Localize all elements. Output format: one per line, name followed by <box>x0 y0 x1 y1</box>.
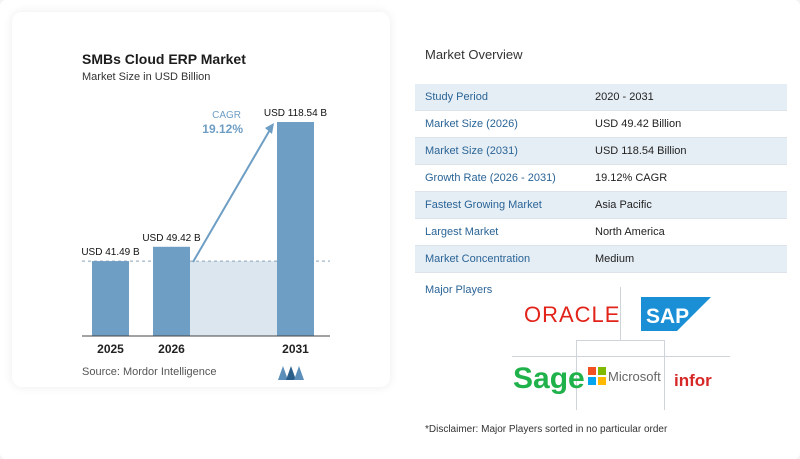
data-label: USD 49.42 B <box>142 233 201 244</box>
data-label: USD 41.49 B <box>81 247 140 258</box>
overview-table: Study Period 2020 - 2031 Market Size (20… <box>415 84 787 273</box>
overview-value: Asia Pacific <box>595 199 652 211</box>
sap-logo-text: SAP <box>646 305 689 328</box>
overview-title: Market Overview <box>425 47 523 62</box>
microsoft-logo-icon <box>588 367 606 385</box>
overview-row: Market Size (2031) USD 118.54 Billion <box>415 138 787 165</box>
data-label: USD 118.54 B <box>264 108 328 119</box>
overview-row: Market Concentration Medium <box>415 246 787 273</box>
overview-value: USD 49.42 Billion <box>595 118 682 130</box>
overview-label: Fastest Growing Market <box>425 199 542 211</box>
source-note: Source: Mordor Intelligence <box>82 366 217 378</box>
overview-label: Market Size (2026) <box>425 118 518 130</box>
x-tick-label: 2026 <box>158 342 185 356</box>
mordor-logo-icon <box>278 366 304 380</box>
cagr-arrow <box>192 127 272 263</box>
overview-row: Growth Rate (2026 - 2031) 19.12% CAGR <box>415 165 787 192</box>
microsoft-logo: Microsoft <box>608 369 661 384</box>
bar <box>277 122 314 336</box>
divider <box>620 287 621 340</box>
disclaimer: *Disclaimer: Major Players sorted in no … <box>425 424 668 435</box>
sap-logo: SAP <box>641 297 711 331</box>
cagr-arrowhead <box>265 123 274 134</box>
overview-label: Study Period <box>425 91 488 103</box>
divider <box>512 356 730 357</box>
x-tick-label: 2031 <box>282 342 309 356</box>
divider <box>576 340 577 410</box>
chart-title: SMBs Cloud ERP Market <box>82 51 246 67</box>
infor-logo: infor <box>674 371 712 390</box>
overview-row: Largest Market North America <box>415 219 787 246</box>
overview-label: Market Size (2031) <box>425 145 518 157</box>
chart-subtitle: Market Size in USD Billion <box>82 71 211 83</box>
overview-value: 19.12% CAGR <box>595 172 668 184</box>
x-tick-label: 2025 <box>97 342 124 356</box>
overview-row: Market Size (2026) USD 49.42 Billion <box>415 111 787 138</box>
overview-label: Growth Rate (2026 - 2031) <box>425 172 556 184</box>
overview-value: Medium <box>595 253 635 265</box>
overview-row: Fastest Growing Market Asia Pacific <box>415 192 787 219</box>
overview-label: Market Concentration <box>425 253 531 265</box>
cagr-label: CAGR <box>212 110 241 121</box>
oracle-logo: ORACLE <box>524 302 621 327</box>
overview-row: Study Period 2020 - 2031 <box>415 84 787 111</box>
bar <box>153 246 190 336</box>
major-players-title: Major Players <box>425 284 493 296</box>
overview-value: USD 118.54 Billion <box>595 145 687 157</box>
overview-value: North America <box>595 226 665 238</box>
divider <box>576 340 665 341</box>
growth-shade <box>190 261 277 336</box>
bar <box>92 261 129 336</box>
overview-value: 2020 - 2031 <box>595 91 654 103</box>
divider <box>664 340 665 410</box>
cagr-value: 19.12% <box>202 122 243 136</box>
sage-logo: Sage <box>513 362 585 395</box>
overview-label: Largest Market <box>425 226 499 238</box>
